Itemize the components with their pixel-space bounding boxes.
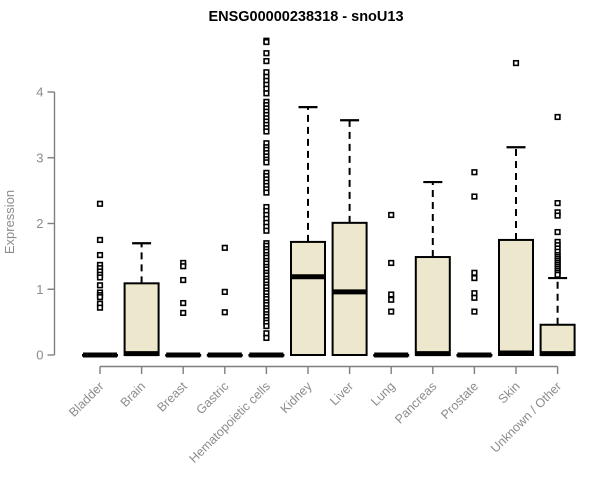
outlier-hematopoietic-cells	[263, 227, 270, 234]
box-group-unknown-other	[539, 113, 576, 357]
x-tick-label-skin: Skin	[496, 379, 523, 406]
outlier-bladder	[96, 304, 104, 311]
outlier-bladder	[96, 236, 104, 244]
box-brain	[123, 282, 160, 356]
x-tick-label-bladder: Bladder	[66, 379, 106, 419]
outlier-prostate	[471, 274, 478, 282]
outlier-skin	[512, 59, 520, 67]
y-tick-label: 3	[36, 150, 43, 165]
x-tick-label-unknown-other: Unknown / Other	[488, 379, 564, 455]
box-pancreas	[414, 256, 451, 356]
outlier-lung	[388, 308, 395, 315]
box-group-breast	[165, 259, 202, 358]
outlier-gastric	[221, 288, 228, 295]
box-group-prostate	[456, 169, 493, 358]
box-unknown-other	[539, 323, 576, 357]
box-group-liver	[331, 119, 368, 356]
y-tick-label: 2	[36, 216, 43, 231]
x-tick-label-brain: Brain	[118, 379, 149, 410]
x-tick-label-gastric: Gastric	[194, 379, 232, 417]
outlier-prostate	[471, 294, 478, 301]
outlier-unknown-other	[554, 271, 561, 278]
x-tick-label-hematopoietic-cells: Hematopoietic cells	[186, 379, 273, 466]
outlier-lung	[388, 259, 395, 267]
x-tick-label-prostate: Prostate	[438, 379, 481, 422]
outlier-gastric	[221, 244, 228, 251]
y-tick-label: 1	[36, 282, 43, 297]
outlier-prostate	[471, 269, 478, 276]
outlier-prostate	[471, 169, 478, 176]
box-group-pancreas	[414, 180, 451, 357]
outlier-hematopoietic-cells	[263, 322, 270, 330]
outlier-lung	[388, 296, 395, 303]
outlier-hematopoietic-cells	[263, 334, 270, 342]
outlier-prostate	[471, 193, 478, 200]
box-group-brain	[123, 242, 160, 357]
outlier-breast	[180, 309, 187, 317]
outlier-prostate	[471, 308, 478, 315]
outlier-breast	[180, 276, 187, 284]
y-axis-label: Expression	[2, 190, 17, 254]
outlier-bladder	[96, 251, 104, 259]
x-tick-label-liver: Liver	[327, 379, 356, 408]
outlier-gastric	[221, 309, 228, 316]
outlier-bladder	[96, 200, 104, 207]
outlier-hematopoietic-cells	[263, 128, 270, 135]
box-group-skin	[498, 59, 534, 356]
x-tick-label-breast: Breast	[154, 379, 190, 415]
box-group-kidney	[290, 106, 326, 356]
x-tick-label-lung: Lung	[368, 379, 398, 409]
box-kidney	[290, 240, 326, 356]
outlier-bladder	[96, 282, 104, 289]
outlier-hematopoietic-cells	[263, 50, 270, 57]
box-group-gastric	[206, 244, 243, 358]
outlier-bladder	[96, 274, 104, 281]
y-tick-label: 0	[36, 348, 43, 363]
outlier-bladder	[96, 294, 104, 301]
box-group-bladder	[82, 200, 118, 358]
box-liver	[331, 221, 368, 356]
boxes-layer	[82, 37, 576, 358]
outlier-hematopoietic-cells	[263, 90, 270, 97]
outlier-unknown-other	[554, 228, 561, 236]
box-skin	[498, 238, 534, 356]
outlier-lung	[388, 291, 395, 298]
outlier-unknown-other	[554, 200, 561, 207]
outlier-breast	[180, 299, 187, 307]
x-tick-label-kidney: Kidney	[278, 379, 315, 416]
outlier-unknown-other	[554, 212, 561, 219]
box-group-hematopoietic-cells	[248, 37, 285, 358]
chart-title: ENSG00000238318 - snoU13	[208, 9, 403, 25]
outlier-hematopoietic-cells	[263, 38, 270, 46]
outlier-lung	[388, 211, 395, 219]
outlier-hematopoietic-cells	[263, 57, 270, 65]
x-tick-label-pancreas: Pancreas	[392, 379, 439, 426]
box-group-lung	[373, 211, 410, 358]
outlier-hematopoietic-cells	[263, 189, 270, 196]
y-tick-label: 4	[36, 85, 43, 100]
outlier-breast	[180, 263, 187, 270]
outlier-unknown-other	[554, 113, 561, 121]
outlier-hematopoietic-cells	[263, 159, 270, 166]
